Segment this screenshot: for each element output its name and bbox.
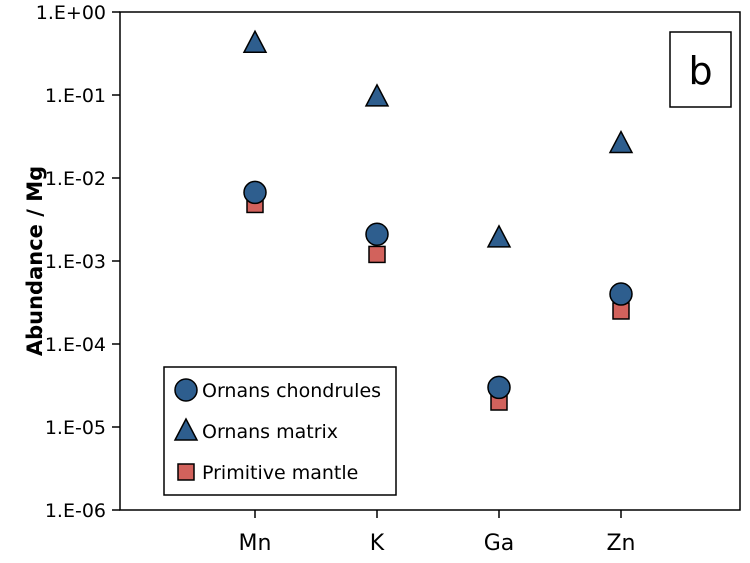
data-markers <box>242 29 634 411</box>
data-point-triangle <box>242 29 268 54</box>
panel-label-frame <box>669 31 732 108</box>
y-axis-title: Abundance / Mg <box>23 166 47 356</box>
y-tick-label: 1.E-05 <box>45 417 106 439</box>
y-tick-label: 1.E-04 <box>45 334 106 356</box>
legend-marker-square <box>177 463 195 481</box>
y-tick-label: 1.E-03 <box>45 251 106 273</box>
panel-label-text: b <box>688 49 712 93</box>
data-point-triangle <box>608 129 634 154</box>
y-tick-label: 1.E-06 <box>45 500 106 522</box>
data-point-square <box>368 245 386 264</box>
data-point-triangle <box>364 83 390 107</box>
data-point-circle <box>365 222 389 247</box>
legend-marker-circle <box>174 378 198 402</box>
legend-frame <box>163 366 397 496</box>
data-point-circle <box>243 180 267 205</box>
x-tick-label: Ga <box>484 531 515 556</box>
x-axis: Mn K Ga Zn <box>239 510 636 556</box>
x-tick-label: Zn <box>606 531 635 556</box>
y-tick-label: 1.E-01 <box>45 85 106 107</box>
legend-label: Ornans chondrules <box>202 380 381 402</box>
data-point-triangle <box>486 224 512 248</box>
panel-label-box: b <box>669 31 732 108</box>
legend-label: Primitive mantle <box>202 462 358 484</box>
x-tick-label: Mn <box>239 531 272 556</box>
y-axis: 1.E+00 1.E-01 1.E-02 1.E-03 1.E-04 1.E-05 1.E-… <box>36 2 120 522</box>
data-point-circle <box>487 375 511 400</box>
legend-label: Ornans matrix <box>202 421 338 443</box>
y-tick-label: 1.E-02 <box>45 168 106 190</box>
y-tick-label: 1.E+00 <box>36 2 106 24</box>
legend: Ornans chondrules Ornans matrix Primitive … <box>163 366 397 496</box>
legend-marker-triangle <box>173 417 199 441</box>
x-tick-label: K <box>370 531 385 556</box>
data-point-circle <box>609 282 633 306</box>
